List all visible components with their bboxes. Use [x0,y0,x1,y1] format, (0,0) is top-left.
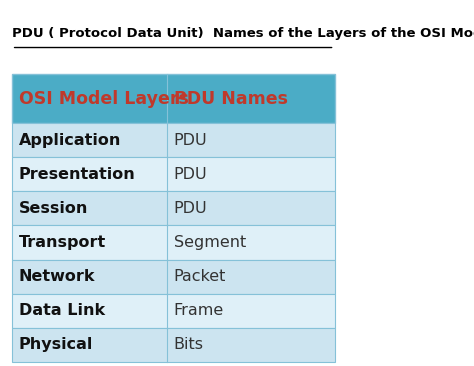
Text: Segment: Segment [173,235,246,250]
FancyBboxPatch shape [12,74,335,123]
Text: Frame: Frame [173,303,224,318]
FancyBboxPatch shape [12,225,335,259]
Text: OSI Model Layers: OSI Model Layers [18,90,189,108]
Text: Packet: Packet [173,269,226,284]
Text: PDU ( Protocol Data Unit)  Names of the Layers of the OSI Model: PDU ( Protocol Data Unit) Names of the L… [12,27,474,40]
FancyBboxPatch shape [12,328,335,362]
Text: Data Link: Data Link [18,303,105,318]
Text: Transport: Transport [18,235,106,250]
FancyBboxPatch shape [12,123,335,157]
Text: Physical: Physical [18,337,93,352]
FancyBboxPatch shape [12,157,335,191]
Text: Session: Session [18,201,88,216]
Text: PDU: PDU [173,132,207,147]
Text: Presentation: Presentation [18,167,135,182]
FancyBboxPatch shape [12,259,335,294]
FancyBboxPatch shape [12,191,335,225]
Text: Bits: Bits [173,337,203,352]
Text: PDU: PDU [173,201,207,216]
FancyBboxPatch shape [12,294,335,328]
Text: PDU Names: PDU Names [173,90,288,108]
Text: Application: Application [18,132,121,147]
Text: PDU: PDU [173,167,207,182]
Text: Network: Network [18,269,95,284]
